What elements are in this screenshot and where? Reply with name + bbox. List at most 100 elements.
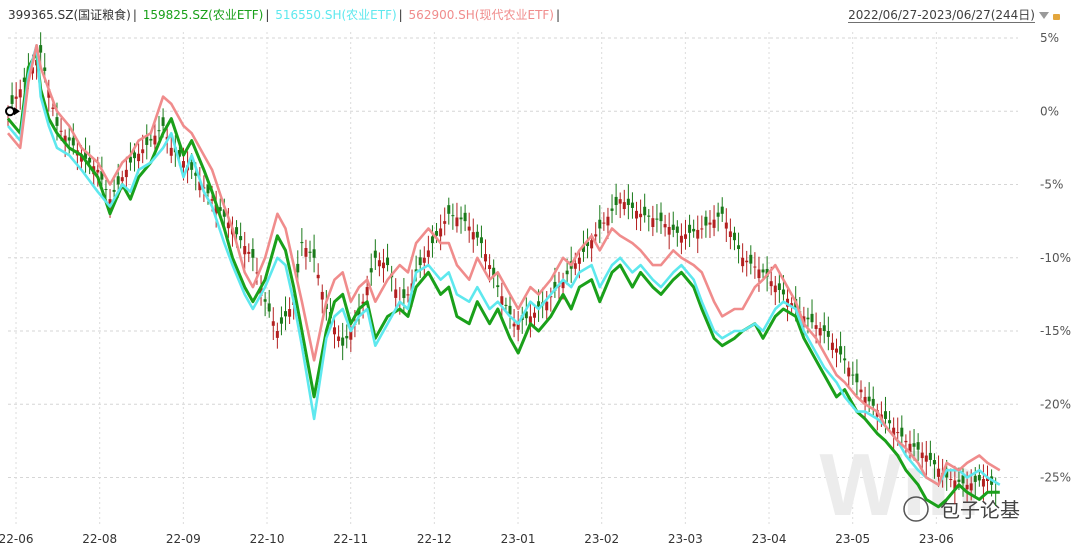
legend-item-562900[interactable]: 562900.SH(现代农业ETF)	[408, 8, 554, 22]
candle-body	[724, 222, 728, 229]
candle-body	[826, 330, 830, 337]
x-tick-label: 23-03	[668, 532, 703, 546]
watermark-text: 包子论基	[940, 498, 1020, 522]
candle-body	[863, 396, 867, 405]
candle-body	[22, 77, 26, 82]
candle-body	[516, 321, 520, 330]
candle-body	[986, 477, 990, 481]
candle-body	[635, 210, 639, 219]
legend-item-399365[interactable]: 399365.SZ(国证粮食)	[8, 8, 131, 22]
candle-body	[128, 156, 132, 163]
candle-body	[920, 452, 924, 459]
candle-body	[312, 249, 316, 258]
candle-body	[296, 263, 300, 273]
candle-body	[394, 289, 398, 298]
candle-body	[912, 443, 916, 447]
candle-body	[928, 452, 932, 460]
candle-body	[308, 251, 312, 253]
candle-body	[471, 232, 475, 240]
candle-body	[194, 172, 198, 176]
series-line-516550	[6, 44, 1001, 487]
candle-body	[145, 136, 149, 145]
candle-body	[745, 260, 749, 263]
candle-body	[100, 170, 104, 180]
legend-item-516550[interactable]: 516550.SH(农业ETF)	[275, 8, 397, 22]
x-tick-label: 23-06	[919, 532, 954, 546]
candle-body	[243, 246, 247, 255]
candle-body	[924, 455, 928, 462]
candle-body	[981, 478, 985, 487]
candle-body	[247, 251, 251, 254]
candle-body	[451, 215, 455, 217]
x-tick-label: 22-06	[0, 532, 33, 546]
candle-body	[594, 234, 598, 237]
candle-body	[120, 177, 124, 182]
candle-body	[263, 299, 267, 302]
candle-body	[71, 137, 75, 146]
x-tick-label: 22-09	[166, 532, 201, 546]
candle-body	[463, 212, 467, 222]
candle-body	[622, 202, 626, 210]
candle-body	[830, 342, 834, 350]
candle-body	[916, 442, 920, 450]
candle-body	[757, 269, 761, 279]
series-line-159825	[6, 51, 1000, 509]
candle-body	[561, 279, 565, 289]
candle-body	[965, 484, 969, 490]
candle-body	[267, 303, 271, 312]
candle-body	[818, 328, 822, 336]
candle-body	[169, 147, 173, 156]
candle-body	[222, 209, 226, 217]
candle-body	[932, 459, 936, 465]
candle-body	[377, 260, 381, 267]
candle-body	[500, 296, 504, 305]
y-tick-label: -25%	[1040, 471, 1071, 485]
candle-body	[675, 226, 679, 233]
candle-body	[96, 169, 100, 173]
candle-body	[537, 301, 541, 310]
candle-body	[492, 267, 496, 277]
candle-body	[814, 325, 818, 329]
legend-item-159825[interactable]: 159825.SZ(农业ETF)	[142, 8, 264, 22]
candle-body	[504, 304, 508, 306]
candle-body	[43, 67, 47, 71]
candle-body	[39, 45, 43, 53]
candle-body	[577, 257, 581, 264]
series-line-562900	[6, 44, 1001, 487]
legend-separator: |	[398, 8, 403, 22]
date-range-selector[interactable]: 2022/06/27-2023/06/27(244日)	[848, 6, 1060, 24]
candle-body	[671, 224, 675, 230]
candle-body	[345, 335, 349, 339]
candle-body	[761, 269, 765, 273]
candle-body	[626, 198, 630, 206]
candle-body	[275, 331, 279, 338]
candle-body	[181, 161, 185, 168]
candle-body	[573, 263, 577, 269]
candle-body	[455, 217, 459, 227]
x-tick-label: 23-02	[584, 532, 619, 546]
candle-body	[949, 478, 953, 480]
candle-body	[304, 247, 308, 257]
candle-body	[88, 157, 92, 163]
candle-body	[867, 396, 871, 402]
candle-body	[496, 285, 500, 288]
legend-bar: 399365.SZ(国证粮食) | 159825.SZ(农业ETF) | 51655…	[8, 6, 562, 24]
candle-body	[402, 289, 406, 299]
candle-body	[708, 222, 712, 225]
candle-body	[235, 227, 239, 235]
candle-body	[945, 468, 949, 478]
candle-body	[51, 107, 55, 109]
candle-body	[108, 199, 112, 208]
candle-body	[214, 205, 218, 214]
candle-body	[381, 262, 385, 269]
candle-body	[284, 311, 288, 317]
date-range-text[interactable]: 2022/06/27-2023/06/27(244日)	[848, 8, 1035, 23]
candle-body	[749, 254, 753, 264]
dropdown-triangle-icon[interactable]	[1039, 12, 1049, 19]
candle-body	[855, 373, 859, 383]
wechat-icon	[903, 496, 929, 522]
lock-icon[interactable]	[1053, 13, 1060, 20]
candle-body	[426, 250, 430, 257]
candle-body	[712, 219, 716, 228]
candle-body	[406, 294, 410, 296]
